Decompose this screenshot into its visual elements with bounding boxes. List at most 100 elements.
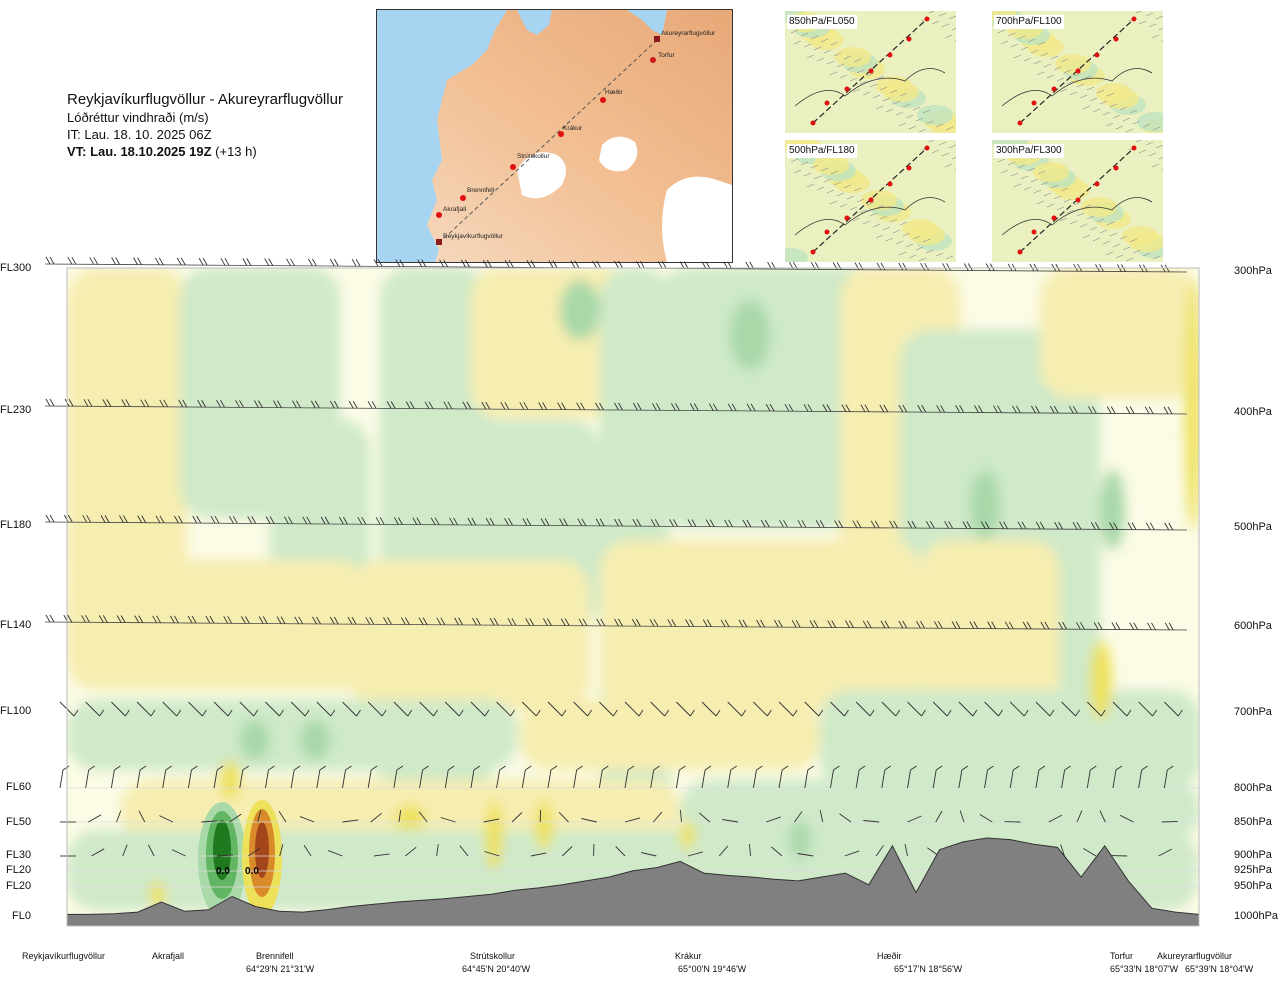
wind-barb — [904, 844, 908, 857]
wind-barb — [883, 404, 889, 413]
mini-barb — [1119, 106, 1128, 111]
location-name: Krákur — [675, 951, 702, 961]
wind-barb — [316, 769, 321, 789]
wind-barb — [45, 398, 51, 407]
wind-barb — [63, 514, 69, 523]
wind-barb — [523, 402, 529, 410]
wind-barb — [706, 619, 712, 627]
wind-barb — [526, 260, 532, 268]
mini-barb — [1099, 229, 1108, 234]
wind-barb — [467, 517, 473, 526]
wind-barb — [246, 258, 252, 266]
wind-barb — [125, 399, 131, 407]
mini-barb — [1125, 257, 1134, 262]
wind-barb — [521, 769, 526, 789]
wind-barb — [664, 709, 670, 717]
map-label-reykjavik: Reykjavíkurflugvöllur — [443, 233, 504, 240]
field-band — [350, 560, 590, 710]
wind-barb — [83, 399, 89, 407]
wind-barb — [525, 765, 532, 771]
location-name: Brennifell — [256, 951, 294, 961]
wind-barb — [831, 620, 837, 628]
wind-barb — [898, 620, 904, 629]
wind-barb — [1021, 521, 1027, 530]
wind-barb — [191, 615, 197, 624]
wind-barb — [876, 262, 882, 271]
wind-barb — [239, 769, 244, 789]
mini-barb — [843, 55, 852, 60]
wind-barb — [242, 258, 248, 266]
mini-barb — [1079, 94, 1088, 99]
wind-barb — [235, 400, 240, 408]
mini-barb — [892, 229, 901, 234]
wind-barb — [114, 765, 121, 771]
wind-barb — [526, 518, 532, 526]
wind-barb — [860, 404, 866, 412]
wind-barb — [312, 258, 317, 267]
field-band — [820, 690, 1199, 790]
wind-barb — [637, 402, 642, 411]
mini-barb — [935, 252, 944, 257]
wind-barb — [902, 404, 908, 413]
wind-barb — [587, 709, 593, 717]
wind-barb — [447, 765, 455, 771]
wind-barb — [978, 405, 983, 413]
wind-barb — [269, 516, 275, 524]
wind-barb — [1087, 406, 1093, 414]
wind-barb — [159, 815, 174, 823]
hpa-label: 600hPa — [1234, 620, 1272, 632]
wind-barb — [797, 853, 814, 857]
fl-label: FL60 — [6, 781, 32, 793]
wind-barb — [67, 256, 73, 265]
wind-barb — [752, 769, 757, 789]
wind-barb — [111, 701, 126, 717]
wind-barb — [563, 518, 568, 526]
wind-barb — [650, 769, 655, 789]
field-band — [920, 540, 1060, 720]
wind-barb — [1049, 405, 1055, 414]
wind-barb — [268, 258, 274, 266]
wind-barb — [766, 816, 781, 823]
mini-barb — [1033, 60, 1042, 65]
wind-barb — [387, 617, 392, 625]
wind-barb — [134, 615, 140, 623]
wind-barb — [984, 769, 988, 789]
wind-barb — [329, 258, 335, 267]
wind-barb — [82, 515, 88, 523]
wind-barb — [357, 516, 363, 525]
mini-barb — [1023, 57, 1032, 62]
vertical-wind-field — [67, 268, 1199, 918]
wind-barb — [1004, 621, 1010, 630]
glacier-hofsjokull — [599, 136, 638, 172]
wind-barb — [345, 765, 352, 771]
wind-barb — [984, 701, 999, 717]
wind-barb — [1076, 521, 1082, 530]
mini-barb — [1010, 172, 1019, 177]
mini-barb — [813, 175, 822, 180]
wind-barb — [400, 617, 406, 625]
mini-barb — [912, 106, 921, 111]
wind-barb — [102, 615, 108, 623]
wind-barb — [767, 709, 772, 717]
wind-barb — [701, 769, 706, 789]
wind-barb — [404, 617, 410, 625]
mini-barb — [869, 212, 878, 217]
wind-barb — [889, 520, 894, 529]
mini-barb — [898, 251, 907, 256]
wind-barb — [499, 765, 506, 771]
mini-barb — [816, 186, 825, 191]
wind-barb — [320, 516, 326, 525]
wind-barb — [201, 820, 218, 823]
wind-barb — [1138, 701, 1153, 717]
wind-barb — [809, 620, 815, 628]
mini-barb — [875, 234, 884, 239]
wind-barb — [85, 769, 90, 789]
wind-barb — [333, 616, 339, 625]
wind-barb — [687, 519, 693, 527]
mini-barb — [928, 140, 935, 143]
wind-barb — [251, 516, 257, 524]
wind-barb — [650, 519, 656, 527]
mini-barb — [1122, 117, 1131, 122]
wind-barb — [379, 517, 385, 525]
wind-barb — [154, 257, 160, 266]
